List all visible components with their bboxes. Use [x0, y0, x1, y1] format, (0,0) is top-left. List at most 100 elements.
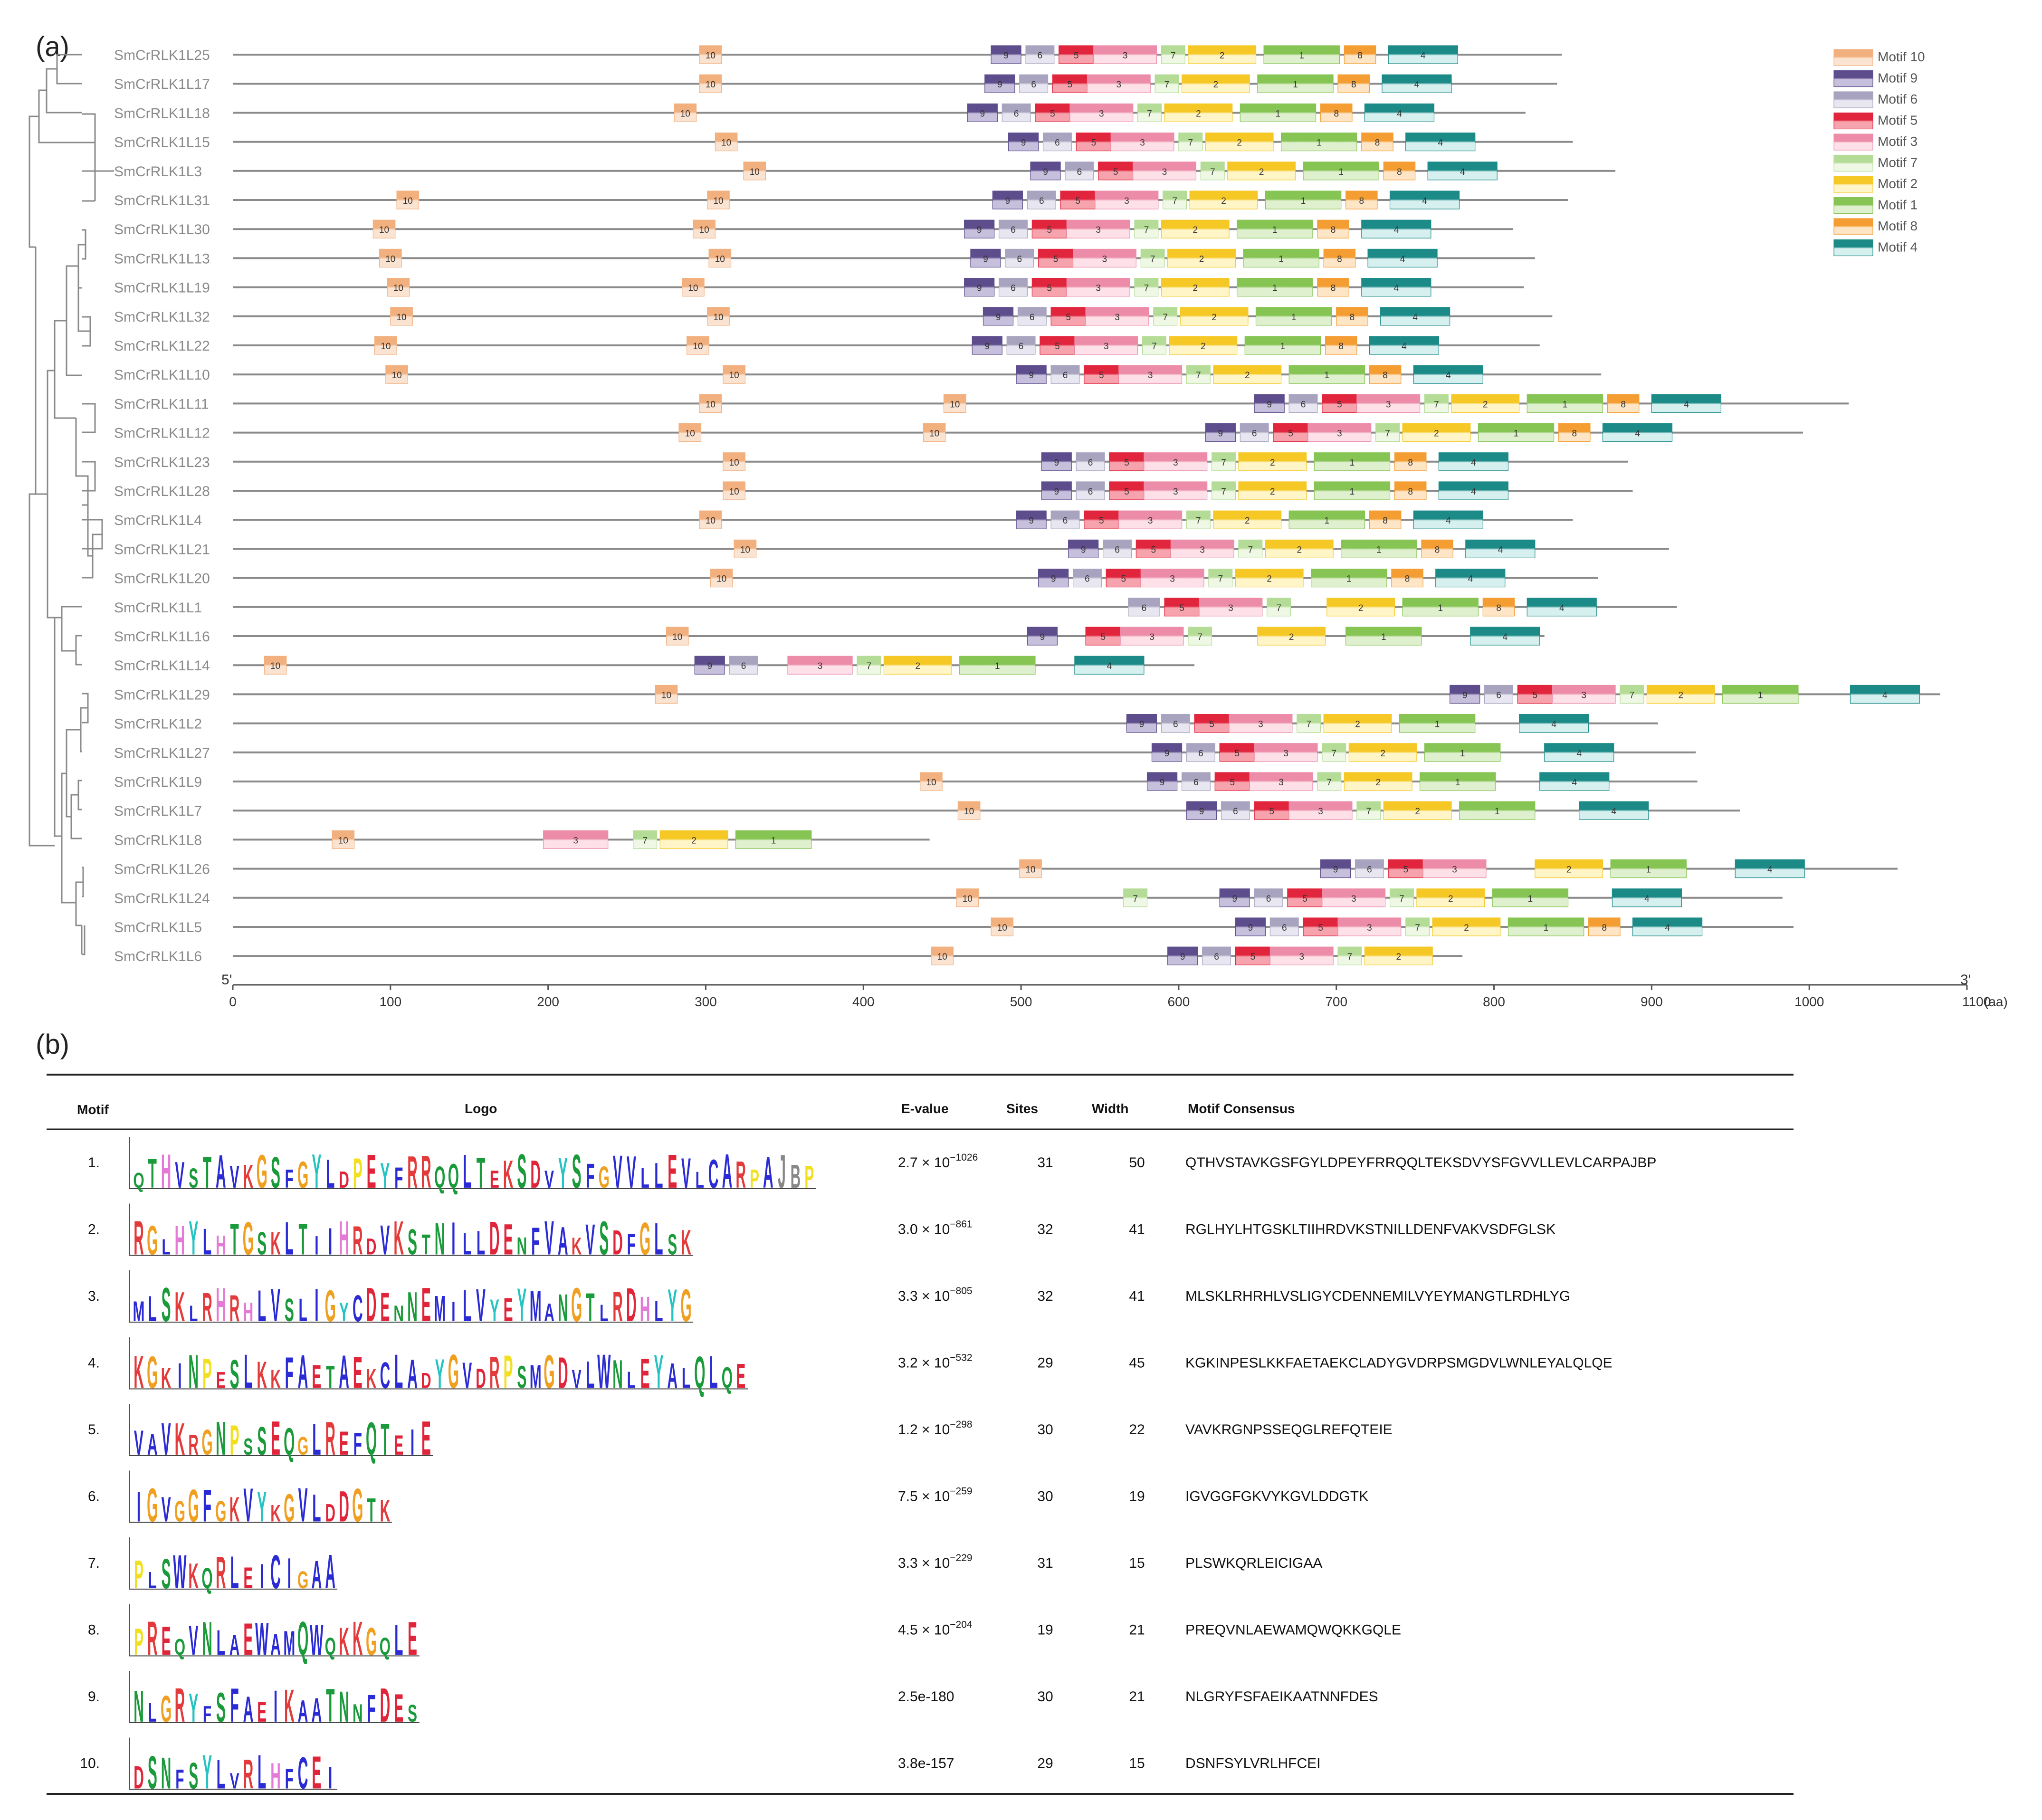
motif-box-shape	[674, 103, 697, 122]
motif-box-number: 6	[1077, 167, 1082, 177]
motif-box-number: 4	[1397, 109, 1402, 119]
motif-3-box: 3	[1118, 365, 1183, 384]
motif-box-shape	[1027, 191, 1056, 210]
logo-letter: L	[654, 1295, 663, 1328]
motif-number: 6.	[88, 1489, 100, 1505]
motif-3-box: 3	[1074, 336, 1138, 355]
motif-box-number: 9	[707, 661, 712, 671]
motif-box-shape	[1041, 481, 1072, 500]
motif-evalue: 3.3 × 10−229	[898, 1553, 973, 1571]
logo-letter: G	[352, 1479, 363, 1532]
motif-box-shape	[1369, 510, 1402, 529]
motif-box-number: 10	[716, 574, 726, 584]
motif-box-number: 3	[1140, 138, 1145, 148]
logo-letter: V	[627, 1147, 636, 1198]
motif-5-box: 5	[1164, 598, 1200, 617]
logo-letter: N	[435, 1213, 445, 1264]
motif-box-shape	[1323, 714, 1392, 733]
motif-sites: 30	[1037, 1489, 1053, 1505]
logo-letter: Y	[380, 1156, 390, 1196]
motif-7-box: 7	[1424, 394, 1449, 413]
logo-letter: S	[189, 1163, 198, 1193]
motif-2-box: 2	[883, 656, 952, 675]
motif-box-shape	[372, 219, 396, 238]
motif-box-shape	[1235, 568, 1304, 588]
logo-letter: N	[339, 1683, 349, 1731]
motif-10-box: 10	[396, 191, 420, 210]
motif-6-box: 6	[1076, 452, 1105, 471]
motif-6-box: 6	[1288, 394, 1318, 413]
protein-name: SmCrRLK1L9	[114, 774, 202, 790]
motif-1-box: 1	[1257, 74, 1334, 93]
motif-box-shape	[1337, 74, 1370, 93]
motif-box-shape	[1161, 714, 1190, 733]
logo-letter: P	[804, 1159, 814, 1194]
motif-box-number: 6	[741, 661, 746, 671]
motif-box-shape	[1450, 685, 1480, 704]
motif-5-box: 5	[1136, 539, 1171, 559]
motif-8-box: 8	[1323, 248, 1356, 268]
logo-letter: T	[586, 1286, 594, 1330]
motif-1-box: 1	[1243, 248, 1319, 268]
logo-letter: E	[668, 1144, 677, 1198]
motif-box-number: 5	[1121, 574, 1126, 584]
motif-box-shape	[1344, 772, 1412, 791]
motif-box-number: 6	[1115, 545, 1120, 555]
motif-box-shape	[708, 248, 732, 268]
motif-box-number: 8	[1375, 138, 1380, 148]
motif-sites: 30	[1037, 1689, 1053, 1705]
motif-box-number: 6	[1173, 720, 1178, 730]
motif-box-number: 8	[1350, 313, 1355, 323]
motif-box-shape	[1320, 859, 1351, 878]
motif-box-number: 1	[1280, 342, 1286, 352]
motif-6-box: 6	[1005, 248, 1034, 268]
motif-box-number: 10	[706, 400, 716, 410]
motif-box-number: 8	[1338, 342, 1344, 352]
motif-box-shape	[1050, 365, 1080, 384]
protein-row: SmCrRLK1L12 10 10 9 6 5 3 7 2 1 8 4	[114, 423, 1803, 442]
protein-name: SmCrRLK1L25	[114, 48, 210, 63]
logo-letter: L	[709, 1347, 717, 1398]
motif-sites: 31	[1037, 1155, 1053, 1171]
logo-letter: F	[285, 1348, 294, 1398]
motif-8-box: 8	[1361, 133, 1393, 152]
logo-letter: E	[339, 1425, 349, 1462]
motif-9-box: 9	[972, 336, 1002, 355]
logo-letter: R	[407, 1147, 418, 1198]
protein-name: SmCrRLK1L4	[114, 513, 202, 528]
motif-box-shape	[687, 336, 709, 355]
motif-9-box: 9	[694, 656, 725, 675]
motif-4-box: 4	[1074, 656, 1145, 675]
motif-sites: 30	[1037, 1422, 1053, 1438]
logo-letter: V	[544, 1165, 554, 1193]
logo-letter: E	[640, 1350, 650, 1397]
motif-box-number: 8	[1408, 458, 1413, 468]
protein-row: SmCrRLK1L24 10 7 9 6 5 3 7 2 1 4	[114, 888, 1783, 907]
motif-box-number: 5	[1074, 51, 1079, 61]
motif-number: 1.	[88, 1155, 100, 1171]
motif-box-number: 4	[1421, 51, 1426, 61]
motif-box-shape	[1326, 598, 1395, 617]
motif-box-number: 10	[997, 923, 1007, 933]
motif-box-number: 7	[1221, 487, 1226, 497]
motif-3-box: 3	[1110, 133, 1174, 152]
motif-box-number: 3	[1116, 80, 1122, 90]
logo-letter: A	[722, 1144, 733, 1198]
motif-box-number: 10	[270, 661, 280, 671]
motif-4-box: 4	[1361, 219, 1431, 238]
motif-box-shape	[1189, 191, 1258, 210]
motif-box-shape	[1126, 714, 1157, 733]
motif-box-number: 9	[1054, 487, 1059, 497]
motif-box-number: 7	[1385, 429, 1390, 439]
motif-9-box: 9	[1041, 452, 1072, 471]
tree-branch	[35, 247, 48, 495]
motif-box-shape	[959, 656, 1036, 675]
motif-box-shape	[1322, 743, 1346, 762]
motif-3-box: 3	[787, 656, 853, 675]
motif-width: 15	[1129, 1756, 1145, 1772]
motif-box-shape	[1235, 917, 1266, 936]
motif-7-box: 7	[857, 656, 881, 675]
motif-box-number: 4	[1572, 778, 1577, 788]
motif-box-number: 7	[1210, 167, 1215, 177]
motif-6-box: 6	[1042, 133, 1072, 152]
